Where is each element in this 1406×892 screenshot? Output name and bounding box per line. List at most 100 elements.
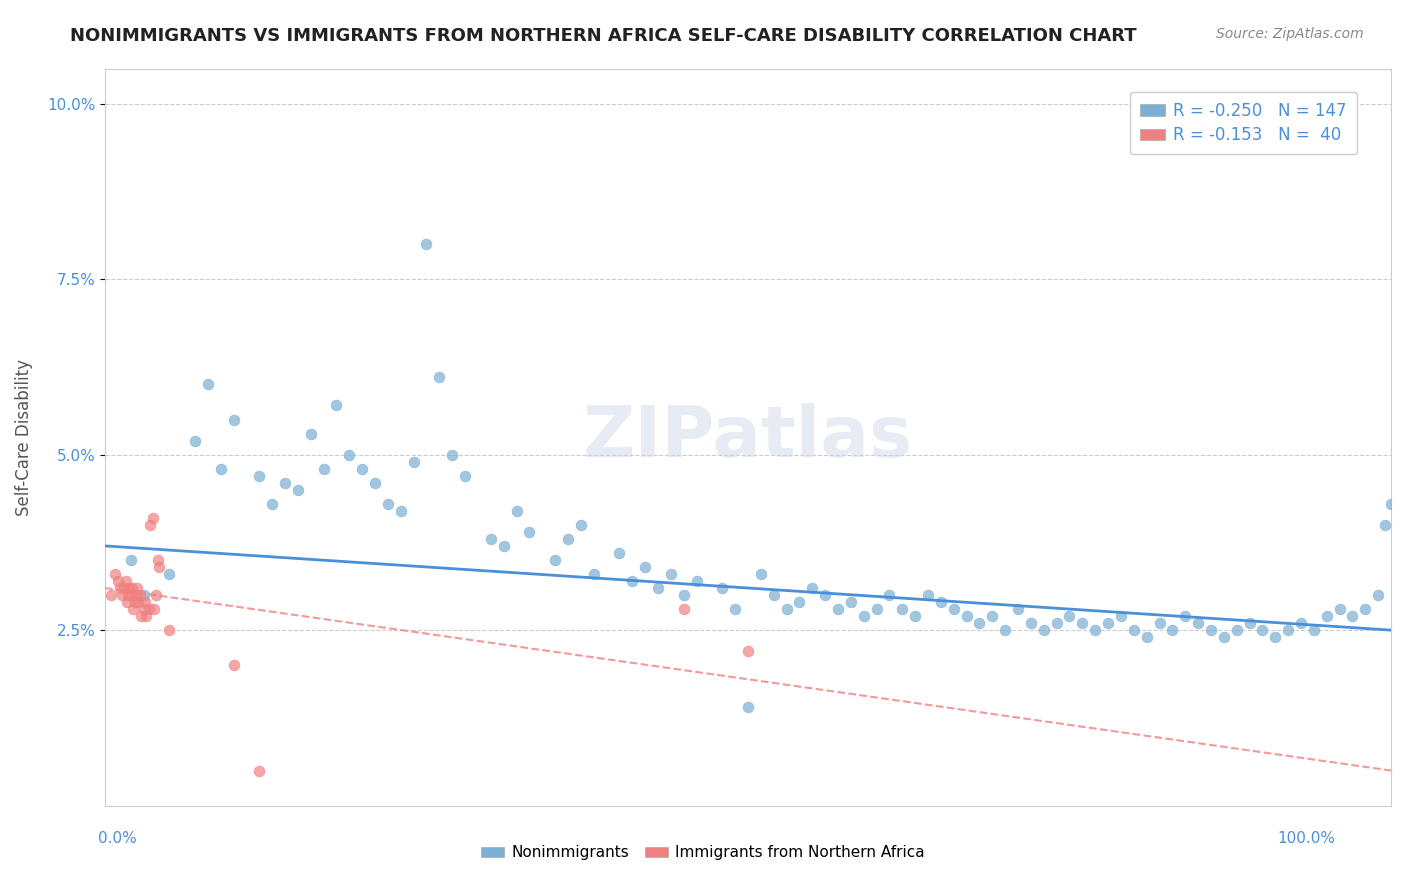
Point (1251, 623, 1274, 637)
Point (1149, 616, 1171, 631)
Point (1212, 630, 1234, 644)
Point (427, 370, 450, 384)
Point (146, 553, 169, 567)
Point (1264, 630, 1286, 644)
Point (139, 517, 162, 532)
Point (389, 504, 412, 518)
Point (1226, 623, 1249, 637)
Point (129, 609, 152, 624)
Point (1174, 609, 1197, 624)
Point (827, 602, 849, 616)
Point (775, 602, 797, 616)
Point (1059, 609, 1081, 624)
Point (749, 566, 772, 581)
Point (142, 602, 165, 616)
Point (814, 588, 837, 602)
Point (299, 426, 322, 441)
Point (981, 609, 1004, 624)
Point (1289, 616, 1312, 631)
Point (789, 595, 811, 609)
Y-axis label: Self-Care Disability: Self-Care Disability (15, 359, 32, 516)
Point (222, 658, 245, 673)
Point (110, 581, 132, 595)
Point (352, 461, 374, 475)
Point (132, 602, 155, 616)
Point (1019, 616, 1042, 631)
Point (634, 560, 657, 574)
Point (148, 560, 170, 574)
Point (104, 566, 127, 581)
Point (114, 574, 136, 588)
Point (672, 588, 695, 602)
Point (197, 377, 219, 392)
Point (839, 595, 862, 609)
Point (1161, 623, 1184, 637)
Point (209, 461, 232, 475)
Point (287, 483, 309, 497)
Point (724, 602, 747, 616)
Point (917, 588, 939, 602)
Point (107, 574, 129, 588)
Point (621, 574, 644, 588)
Point (737, 644, 759, 658)
Point (942, 602, 965, 616)
Point (262, 497, 284, 511)
Text: NONIMMIGRANTS VS IMMIGRANTS FROM NORTHERN AFRICA SELF-CARE DISABILITY CORRELATIO: NONIMMIGRANTS VS IMMIGRANTS FROM NORTHER… (70, 27, 1137, 45)
Point (929, 595, 952, 609)
Point (364, 475, 387, 490)
Point (672, 602, 695, 616)
Point (1277, 623, 1299, 637)
Point (492, 539, 515, 553)
Point (685, 574, 707, 588)
Point (312, 461, 335, 475)
Point (247, 764, 270, 778)
Point (124, 595, 146, 609)
Point (117, 588, 139, 602)
Point (222, 412, 245, 426)
Point (582, 566, 605, 581)
Point (1136, 630, 1159, 644)
Point (1302, 623, 1324, 637)
Point (994, 623, 1017, 637)
Point (247, 468, 270, 483)
Point (865, 602, 887, 616)
Point (441, 448, 464, 462)
Point (132, 588, 155, 602)
Point (879, 588, 901, 602)
Point (135, 609, 157, 624)
Point (1071, 616, 1094, 631)
Point (505, 504, 527, 518)
Point (1367, 588, 1389, 602)
Point (1316, 609, 1339, 624)
Point (1199, 623, 1222, 637)
Point (145, 588, 167, 602)
Point (100, 588, 122, 602)
Point (120, 588, 142, 602)
Point (120, 553, 142, 567)
Point (801, 581, 824, 595)
Point (157, 623, 180, 637)
Point (1239, 616, 1261, 631)
Point (325, 399, 347, 413)
Text: 0.0%: 0.0% (98, 831, 138, 846)
Point (115, 595, 138, 609)
Point (1084, 623, 1107, 637)
Point (415, 237, 437, 252)
Text: 100.0%: 100.0% (1278, 831, 1336, 846)
Point (1187, 616, 1209, 631)
Point (1122, 623, 1144, 637)
Point (138, 602, 160, 616)
Point (544, 553, 567, 567)
Point (127, 595, 149, 609)
Point (519, 524, 541, 539)
Legend: R = -0.250   N = 147, R = -0.153   N =  40: R = -0.250 N = 147, R = -0.153 N = 40 (1130, 92, 1357, 154)
Point (111, 588, 134, 602)
Point (454, 468, 477, 483)
Point (737, 700, 759, 714)
Point (122, 602, 145, 616)
Point (969, 616, 991, 631)
Point (609, 546, 631, 560)
Point (1379, 497, 1402, 511)
Point (1354, 602, 1376, 616)
Point (1374, 517, 1396, 532)
